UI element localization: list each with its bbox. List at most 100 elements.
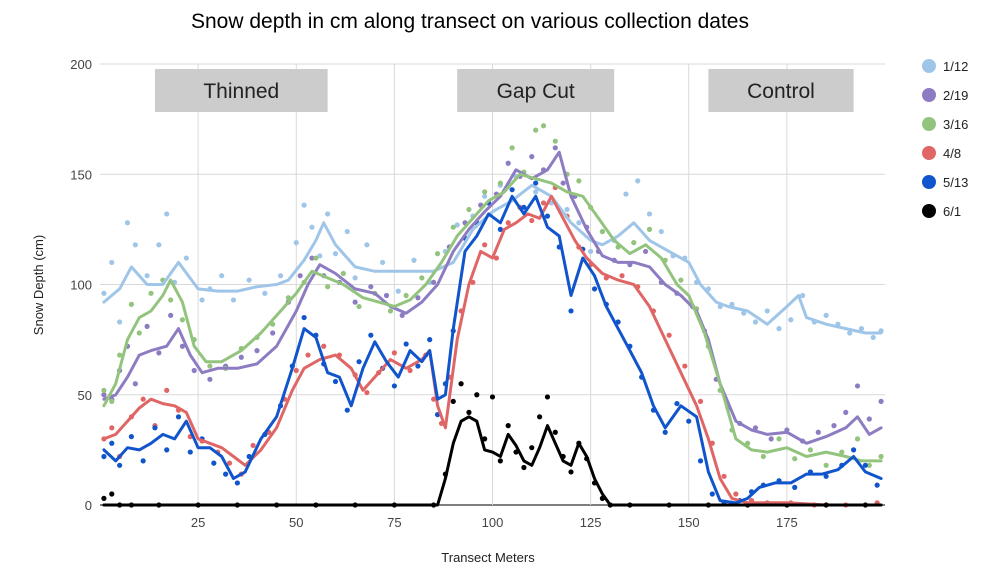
point-s4-50 [674,400,680,407]
point-s4-7 [175,414,182,420]
point-s2-32 [533,127,539,133]
point-s1-32 [529,154,535,160]
point-s1-9 [191,367,197,374]
point-s1-6 [156,350,162,356]
point-s4-59 [792,484,798,490]
point-s4-21 [344,407,350,413]
point-s2-49 [760,453,766,460]
point-s4-25 [391,383,397,389]
point-s4-27 [415,363,421,369]
point-s2-30 [509,145,515,151]
point-s0-21 [325,211,331,217]
y-tick-label-200: 200 [70,57,92,72]
point-s4-37 [521,204,527,210]
point-s1-12 [238,354,244,360]
point-s3-1 [109,425,115,431]
point-s0-16 [277,273,284,279]
y-tick-label-150: 150 [70,167,92,182]
trend-line-5 [102,415,883,507]
point-s2-40 [631,240,637,246]
point-s4-53 [709,491,715,497]
point-s2-25 [434,251,441,257]
point-s2-3 [128,301,134,307]
point-s1-35 [560,180,566,186]
point-s2-29 [497,180,503,186]
point-s0-43 [623,191,629,197]
point-s2-22 [387,308,394,314]
legend-marker-2 [922,117,936,131]
point-s0-18 [301,202,307,208]
point-s3-49 [721,473,727,479]
point-s4-39 [544,213,551,219]
point-s4-3 [128,434,134,440]
point-s0-28 [411,257,417,263]
region-label-1: Gap Cut [497,80,575,103]
point-s0-0 [101,290,107,296]
point-s3-21 [364,389,370,396]
point-s2-56 [866,462,872,468]
region-box-2 [708,69,854,112]
point-s4-6 [164,447,170,453]
grid-lines [100,63,885,506]
point-s4-51 [686,418,692,424]
point-s1-49 [752,425,759,431]
legend-label-0: 1/12 [943,59,968,74]
point-s5-15 [466,409,472,415]
legend-marker-5 [922,204,936,218]
x-tick-label-125: 125 [580,515,602,530]
point-s3-33 [505,220,511,226]
point-s3-13 [250,442,256,449]
point-s0-22 [332,251,339,257]
tick-labels: 0 50 100 150 200 25 50 75 100 125 150 175 [70,57,797,530]
point-s0-19 [309,224,315,230]
point-s5-22 [521,464,527,471]
point-s4-17 [301,314,307,321]
point-s3-42 [619,273,625,279]
point-s3-23 [391,350,397,356]
point-s3-46 [682,363,688,369]
legend-label-5: 6/1 [943,204,961,219]
point-s5-1 [109,491,115,497]
point-s1-0 [101,392,107,398]
point-s1-23 [399,312,405,318]
point-s4-26 [403,341,409,347]
region-label-2: Control [747,80,815,103]
point-s4-10 [211,460,217,466]
point-s2-10 [207,363,213,369]
point-s4-20 [332,378,339,385]
point-s5-26 [552,429,558,435]
point-s2-7 [168,297,174,303]
point-s0-60 [823,312,829,318]
point-s4-63 [851,447,857,453]
x-tick-label-75: 75 [387,515,401,530]
point-s0-7 [164,211,170,217]
point-s4-41 [568,308,574,314]
y-axis-label: Snow Depth (cm) [31,235,46,335]
point-s2-5 [148,290,154,296]
point-s4-35 [497,226,503,232]
point-s3-35 [529,217,535,224]
point-s3-4 [140,396,146,402]
point-s0-17 [293,240,299,246]
point-s4-64 [862,462,868,468]
point-s3-31 [482,242,488,248]
point-s1-17 [309,255,315,261]
point-s0-27 [395,288,401,294]
trend-line-1 [102,150,883,445]
point-s3-18 [321,343,327,349]
point-s2-51 [792,456,798,462]
point-s2-8 [179,317,186,323]
point-s5-13 [450,398,456,404]
point-s1-5 [144,323,150,329]
point-s0-15 [262,290,268,296]
point-s3-36 [540,200,547,206]
point-s3-45 [666,332,672,338]
point-s4-11 [223,471,229,477]
point-s2-17 [313,255,319,261]
point-s3-26 [431,396,437,402]
point-s1-53 [815,429,821,435]
point-s2-52 [807,447,814,453]
x-tick-label-50: 50 [289,515,303,530]
point-s4-61 [823,473,829,479]
x-tick-label-175: 175 [776,515,798,530]
